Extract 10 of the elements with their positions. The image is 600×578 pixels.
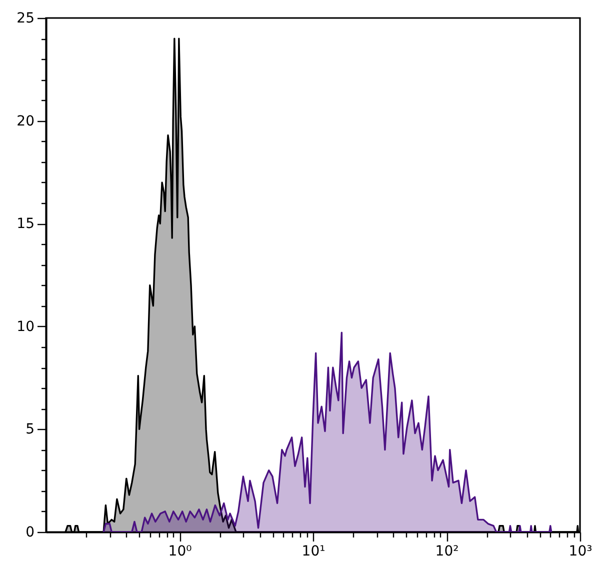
x-tick-label: 10¹ bbox=[302, 544, 326, 560]
x-tick-label: 10² bbox=[435, 544, 459, 560]
y-tick-label: 0 bbox=[26, 524, 34, 540]
y-tick-label: 10 bbox=[16, 318, 34, 335]
y-tick-label: 25 bbox=[16, 10, 34, 26]
x-tick-label: 10³ bbox=[568, 544, 592, 560]
y-tick-label: 20 bbox=[16, 113, 34, 130]
x-tick-label: 10⁰ bbox=[168, 544, 192, 560]
y-tick-label: 15 bbox=[16, 216, 34, 232]
y-tick-label: 5 bbox=[26, 422, 34, 438]
